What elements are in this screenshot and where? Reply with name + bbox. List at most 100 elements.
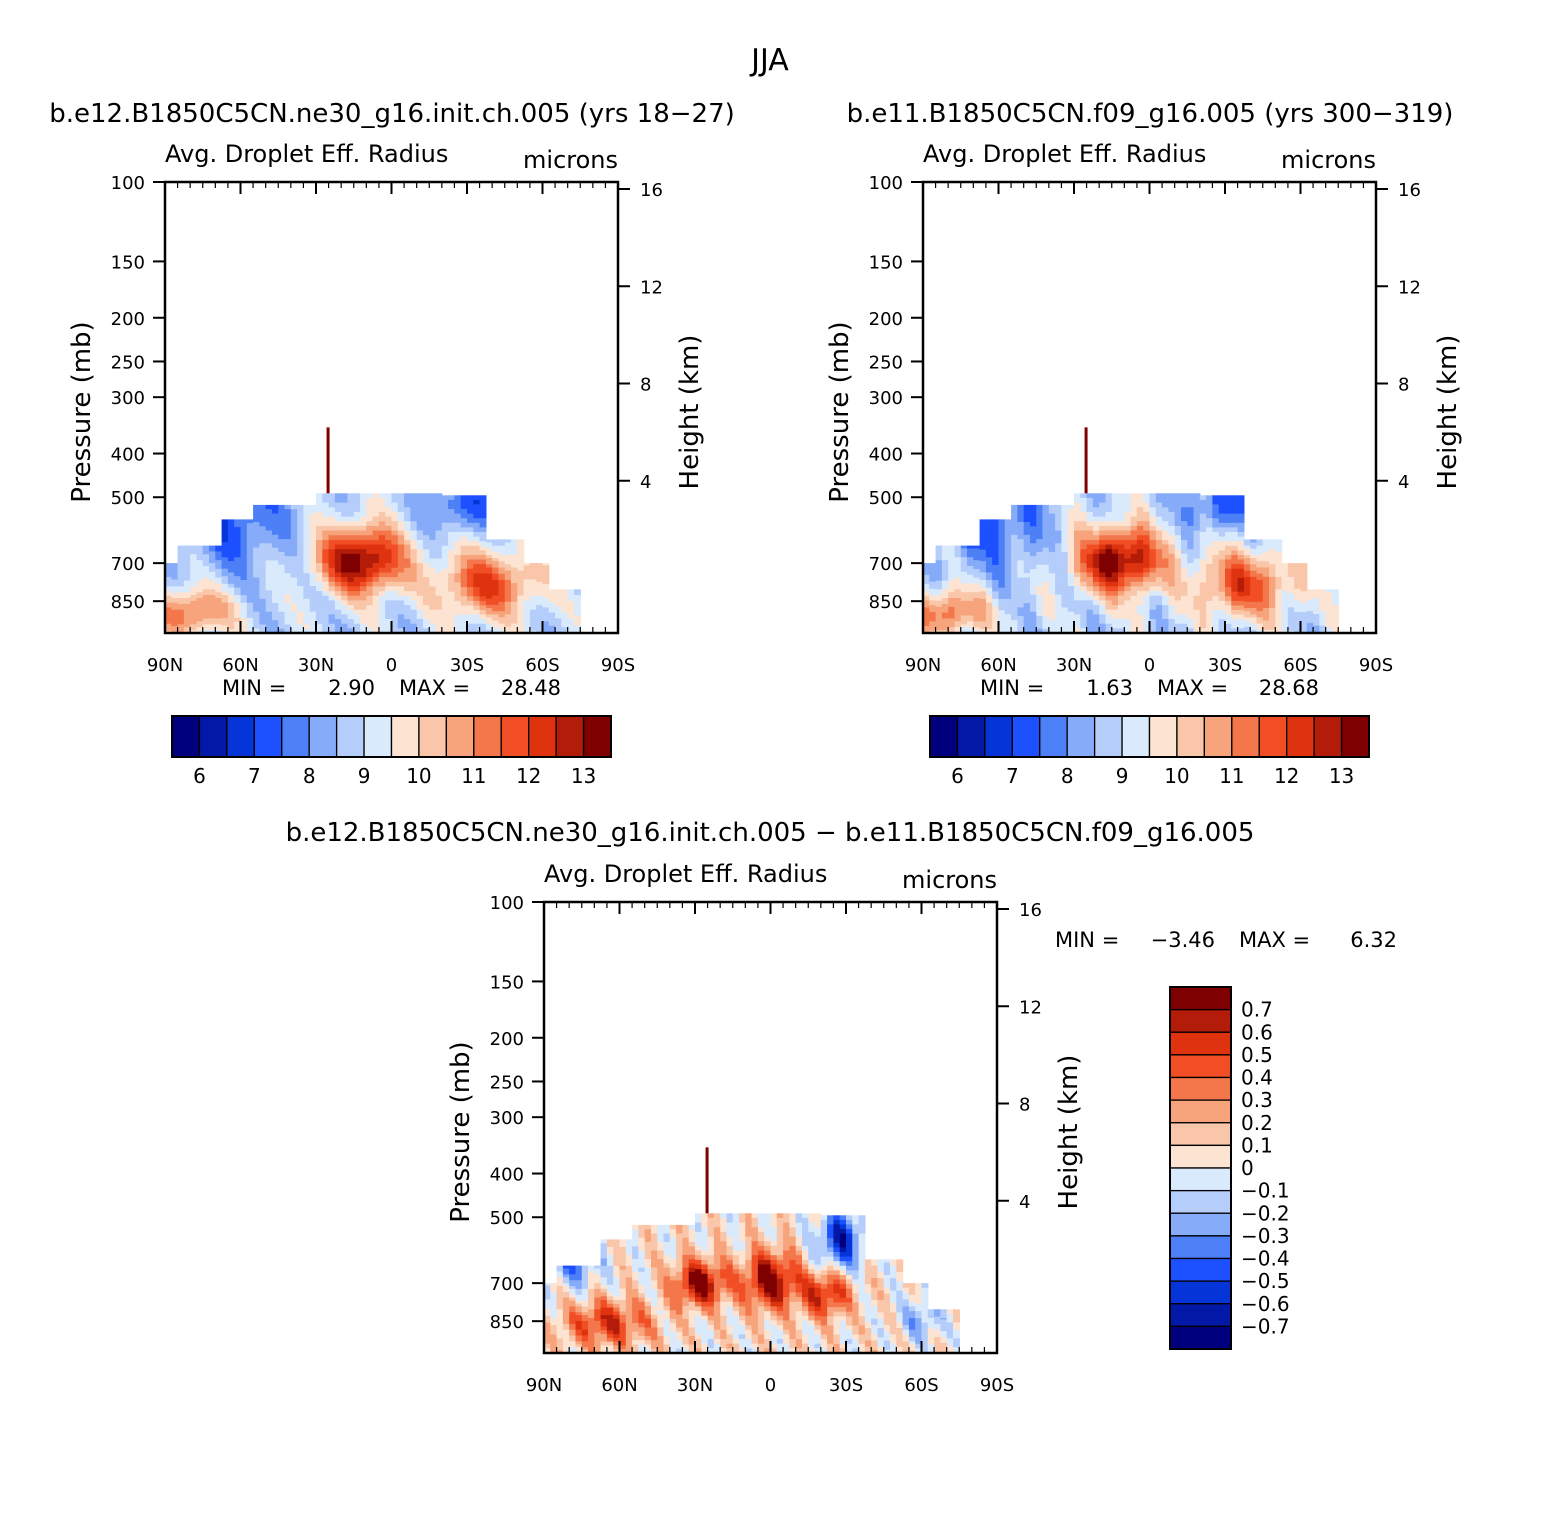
heatmap-cell <box>309 534 317 540</box>
heatmap-cell <box>923 621 930 625</box>
heatmap-cell <box>1017 573 1025 579</box>
heatmap-cell <box>372 530 380 536</box>
heatmap-cell <box>1250 592 1258 597</box>
heatmap-cell <box>416 595 424 601</box>
heatmap-cell <box>688 1242 696 1247</box>
heatmap-cell <box>960 589 968 593</box>
heatmap-cell <box>1225 504 1232 510</box>
heatmap-cell <box>1193 521 1201 527</box>
heatmap-cell <box>1281 600 1289 604</box>
heatmap-cell <box>1048 611 1056 617</box>
heatmap-cell <box>190 583 198 587</box>
heatmap-cell <box>297 534 304 540</box>
heatmap-cell <box>1325 589 1333 592</box>
heatmap-cell <box>215 571 223 576</box>
heatmap-cell <box>1256 601 1264 606</box>
heatmap-cell <box>669 1293 677 1299</box>
heatmap-cell <box>334 628 342 634</box>
heatmap-cell <box>366 516 374 522</box>
heatmap-cell <box>1155 525 1163 532</box>
heatmap-cell <box>542 614 550 618</box>
heatmap-cell <box>485 626 493 631</box>
heatmap-cell <box>341 530 349 536</box>
heatmap-cell <box>923 609 930 613</box>
heatmap-cell <box>638 1254 646 1260</box>
heatmap-cell <box>929 607 937 611</box>
heatmap-cell <box>171 591 179 594</box>
heatmap-cell <box>1243 570 1251 575</box>
heatmap-cell <box>1136 605 1144 611</box>
heatmap-cell <box>613 1247 621 1252</box>
heatmap-cell <box>1086 497 1094 504</box>
heatmap-cell <box>322 628 330 634</box>
heatmap-cell <box>1187 549 1195 555</box>
heatmap-cell <box>1149 558 1157 564</box>
heatmap-cell <box>1124 623 1132 629</box>
heatmap-cell <box>347 577 355 583</box>
heatmap-cell <box>378 558 386 564</box>
heatmap-cell <box>606 1307 614 1312</box>
heatmap-cell <box>542 586 550 590</box>
heatmap-cell <box>688 1246 696 1252</box>
heatmap-cell <box>240 530 248 536</box>
heatmap-cell <box>272 624 279 630</box>
heatmap-cell <box>619 1284 627 1290</box>
x-tick-label: 60S <box>525 655 559 676</box>
heatmap-cell <box>246 553 254 558</box>
heatmap-cell <box>196 557 204 561</box>
heatmap-cell <box>1067 551 1075 557</box>
heatmap-cell <box>473 509 481 515</box>
heatmap-cell <box>341 600 349 606</box>
heatmap-cell <box>523 612 531 615</box>
heatmap-cell <box>948 548 956 552</box>
heatmap-cell <box>1325 590 1333 593</box>
heatmap-cell <box>165 595 172 599</box>
heatmap-cell <box>1067 504 1075 510</box>
heatmap-cell <box>1124 581 1132 588</box>
heatmap-cell <box>322 614 330 620</box>
colorbar-label: 6 <box>193 764 206 788</box>
heatmap-cell <box>663 1310 671 1316</box>
heatmap-cell <box>259 517 267 523</box>
heatmap-cell <box>536 628 544 632</box>
heatmap-cell <box>973 589 981 593</box>
heatmap-cell <box>992 542 1000 547</box>
heatmap-cell <box>1143 558 1151 564</box>
heatmap-cell <box>485 589 493 593</box>
heatmap-cell <box>548 611 556 614</box>
heatmap-cell <box>1004 538 1012 543</box>
heatmap-cell <box>460 568 468 574</box>
heatmap-cell <box>334 544 342 550</box>
heatmap-cell <box>1319 598 1327 601</box>
heatmap-cell <box>979 583 987 589</box>
heatmap-cell <box>1017 526 1025 532</box>
heatmap-cell <box>341 563 349 569</box>
heatmap-cell <box>556 1280 564 1284</box>
heatmap-cell <box>165 626 172 629</box>
heatmap-cell <box>536 621 544 625</box>
heatmap-cell <box>625 1311 633 1316</box>
heatmap-cell <box>1218 509 1226 515</box>
heatmap-cell <box>632 1297 639 1303</box>
heatmap-cell <box>1011 534 1018 540</box>
heatmap-cell <box>334 577 342 583</box>
heatmap-cell <box>1187 614 1195 620</box>
heatmap-cell <box>1074 521 1081 527</box>
heatmap-cell <box>504 558 512 562</box>
heatmap-cell <box>688 1254 696 1260</box>
heatmap-cell <box>632 1348 639 1354</box>
heatmap-cell <box>1130 530 1138 536</box>
heatmap-cell <box>1017 564 1025 570</box>
heatmap-cell <box>360 549 367 555</box>
heatmap-cell <box>1168 628 1176 634</box>
heatmap-cell <box>1162 581 1169 588</box>
heatmap-cell <box>960 571 968 576</box>
heatmap-cell <box>297 556 304 562</box>
heatmap-cell <box>569 1315 577 1319</box>
heatmap-cell <box>523 567 531 571</box>
heatmap-cell <box>485 586 493 590</box>
heatmap-cell <box>511 555 518 559</box>
heatmap-cell <box>1023 590 1031 596</box>
heatmap-cell <box>1319 590 1327 593</box>
heatmap-cell <box>1250 555 1258 559</box>
